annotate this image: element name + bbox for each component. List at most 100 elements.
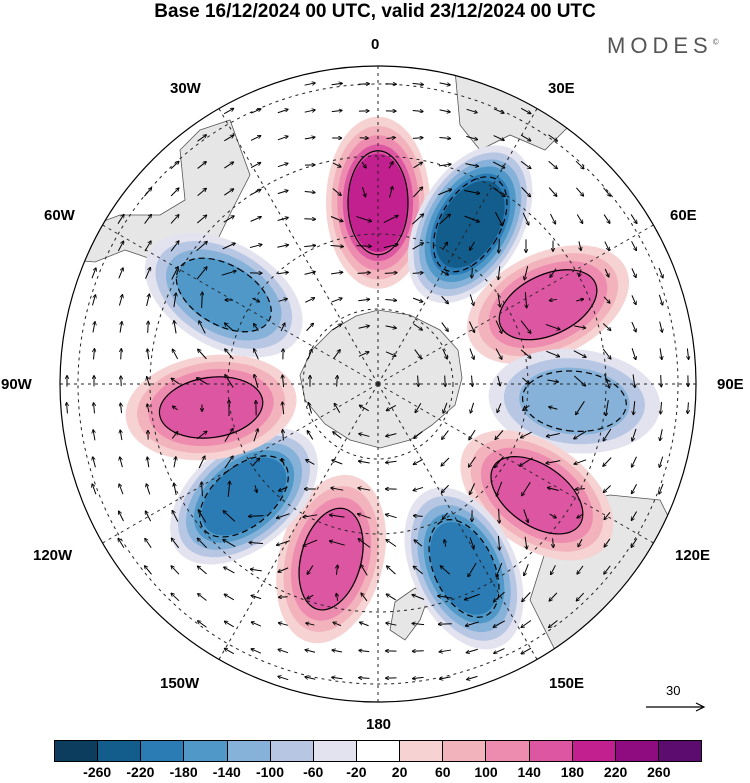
colorbar-tick-label: -180 xyxy=(169,764,198,780)
wind-vector-arrow xyxy=(387,566,396,575)
wind-vector-arrow xyxy=(118,538,125,548)
wind-vector-arrow xyxy=(441,270,449,275)
wind-vector-arrow xyxy=(174,457,176,468)
wind-vector-arrow xyxy=(331,110,342,111)
wind-vector-arrow xyxy=(306,623,315,625)
wind-vector-arrow xyxy=(147,457,149,468)
wind-vector-arrow xyxy=(525,291,526,308)
wind-vector-arrow xyxy=(196,241,208,251)
wind-vector-arrow xyxy=(658,267,663,278)
wind-vector-arrow xyxy=(277,109,288,114)
wind-vector-arrow xyxy=(385,300,396,301)
wind-vector-arrow xyxy=(361,593,368,602)
wind-vector-arrow xyxy=(524,564,529,576)
wind-vector-arrow xyxy=(278,676,289,681)
wind-vector-arrow xyxy=(412,297,423,302)
wind-vector-arrow xyxy=(276,513,290,519)
wind-vector-arrow xyxy=(332,162,341,167)
wind-vector-arrow xyxy=(331,83,343,84)
colorbar-swatch xyxy=(55,741,99,761)
wind-vector-arrow xyxy=(198,621,207,628)
wind-vector-arrow xyxy=(307,594,314,599)
wind-vector-arrow xyxy=(333,622,342,627)
wind-vector-arrow xyxy=(497,292,500,307)
wind-vector-arrow xyxy=(439,82,451,85)
wind-vector-arrow xyxy=(118,268,123,279)
wind-vector-arrow xyxy=(494,211,502,226)
colorbar-swatch xyxy=(141,741,185,761)
wind-vector-arrow xyxy=(222,243,236,250)
wind-vector-arrow xyxy=(492,161,505,168)
modes-logo: MODES© xyxy=(607,33,719,59)
wind-vector-arrow xyxy=(250,189,261,196)
wind-vector-arrow xyxy=(548,187,557,197)
wind-vector-arrow xyxy=(412,677,424,678)
positive-anomaly-center xyxy=(326,116,430,289)
wind-vector-arrow xyxy=(442,242,447,251)
latitude-circle xyxy=(302,308,454,460)
wind-vector-arrow xyxy=(254,349,259,360)
wind-vector-arrow xyxy=(196,378,208,385)
wind-vector-arrow xyxy=(658,294,662,305)
wind-vector-arrow xyxy=(660,348,662,359)
wind-vector-arrow xyxy=(255,485,257,492)
wind-vector-arrow xyxy=(495,456,504,467)
reference-arrow-icon xyxy=(646,702,706,712)
wind-vector-arrow xyxy=(574,325,586,328)
wind-vector-arrow xyxy=(439,214,451,225)
wind-vector-arrow xyxy=(573,350,586,358)
colorbar-swatch xyxy=(658,741,702,761)
wind-vector-arrow xyxy=(439,650,452,652)
wind-vector-arrow xyxy=(546,350,559,356)
wind-vector-arrow xyxy=(631,241,637,250)
colorbar xyxy=(54,740,702,762)
wind-vectors xyxy=(67,83,689,680)
wind-vector-arrow xyxy=(496,562,503,577)
wind-vector-arrow xyxy=(306,460,315,465)
wind-vector-arrow xyxy=(171,566,180,575)
wind-vector-arrow xyxy=(361,186,365,197)
wind-vector-arrow xyxy=(413,162,423,169)
reference-vector-label: 30 xyxy=(666,683,681,698)
wind-vector-arrow xyxy=(604,373,609,388)
wind-vector-arrow xyxy=(358,539,371,548)
wind-vector-arrow xyxy=(469,537,474,549)
wind-vector-arrow xyxy=(631,321,636,332)
wind-vector-arrow xyxy=(467,675,478,679)
wind-vector-arrow xyxy=(660,429,663,440)
wind-vector-arrow xyxy=(249,543,264,544)
wind-vector-arrow xyxy=(631,484,638,493)
wind-vector-arrow xyxy=(441,457,450,466)
wind-vector-arrow xyxy=(438,596,453,599)
wind-vector-arrow xyxy=(144,566,152,575)
wind-vector-arrow xyxy=(493,591,505,602)
wind-vector-arrow xyxy=(171,538,180,549)
wind-vector-arrow xyxy=(282,458,285,466)
wind-vector-arrow xyxy=(282,375,283,388)
wind-vector-arrow xyxy=(413,486,424,490)
wind-vector-arrow xyxy=(523,405,530,411)
wind-vector-arrow xyxy=(223,216,234,223)
lon-label-120e: 120E xyxy=(675,547,711,564)
wind-vector-arrow xyxy=(197,538,208,549)
wind-vector-arrow xyxy=(633,401,634,415)
wind-vector-arrow xyxy=(418,375,419,387)
wind-vector-arrow xyxy=(94,403,95,414)
wind-vector-arrow xyxy=(470,402,475,413)
wind-vector-arrow xyxy=(336,565,337,576)
wind-vector-arrow xyxy=(412,214,423,225)
anomaly-contour-line xyxy=(521,370,627,433)
wind-vector-arrow xyxy=(659,483,664,494)
wind-vector-arrow xyxy=(606,400,609,416)
wind-vector-arrow xyxy=(412,595,425,600)
colorbar-tick-label: -220 xyxy=(126,764,155,780)
wind-vector-arrow xyxy=(412,138,423,139)
wind-vector-arrow xyxy=(277,217,289,222)
map-boundary xyxy=(59,65,697,703)
anomaly-contour-fill xyxy=(430,522,498,615)
wind-vector-arrow xyxy=(520,160,531,168)
wind-vector-arrow xyxy=(361,161,366,168)
wind-vector-arrow xyxy=(251,458,259,467)
wind-vector-arrow xyxy=(359,405,370,412)
wind-vector-arrow xyxy=(307,349,312,360)
